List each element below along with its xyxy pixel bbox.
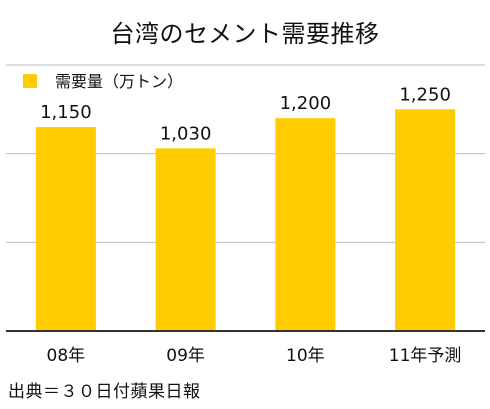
data-label: 1,030 xyxy=(160,123,212,144)
x-tick-label: 11年予測 xyxy=(389,346,462,366)
source-note: 出典＝３０日付蘋果日報 xyxy=(8,382,201,402)
legend-swatch xyxy=(23,74,37,88)
x-tick-label: 08年 xyxy=(47,346,86,366)
bar xyxy=(35,127,96,331)
data-label: 1,150 xyxy=(40,102,92,123)
data-label: 1,200 xyxy=(280,93,332,114)
x-tick-label: 10年 xyxy=(286,346,325,366)
bar xyxy=(395,109,456,331)
legend-label: 需要量（万トン） xyxy=(55,72,183,91)
x-tick-label: 09年 xyxy=(166,346,205,366)
bar xyxy=(275,118,336,331)
data-label: 1,250 xyxy=(399,84,451,105)
bar xyxy=(155,148,216,331)
chart-title: 台湾のセメント需要推移 xyxy=(110,20,380,48)
